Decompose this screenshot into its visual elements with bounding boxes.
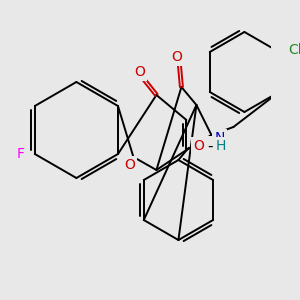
Text: O: O [134, 65, 145, 79]
Text: H: H [215, 139, 226, 153]
Text: -: - [208, 139, 213, 154]
Text: F: F [17, 147, 25, 161]
Text: N: N [214, 131, 225, 145]
Text: O: O [193, 139, 204, 153]
Text: O: O [124, 158, 135, 172]
Text: Cl: Cl [288, 43, 300, 57]
Text: O: O [171, 50, 182, 64]
